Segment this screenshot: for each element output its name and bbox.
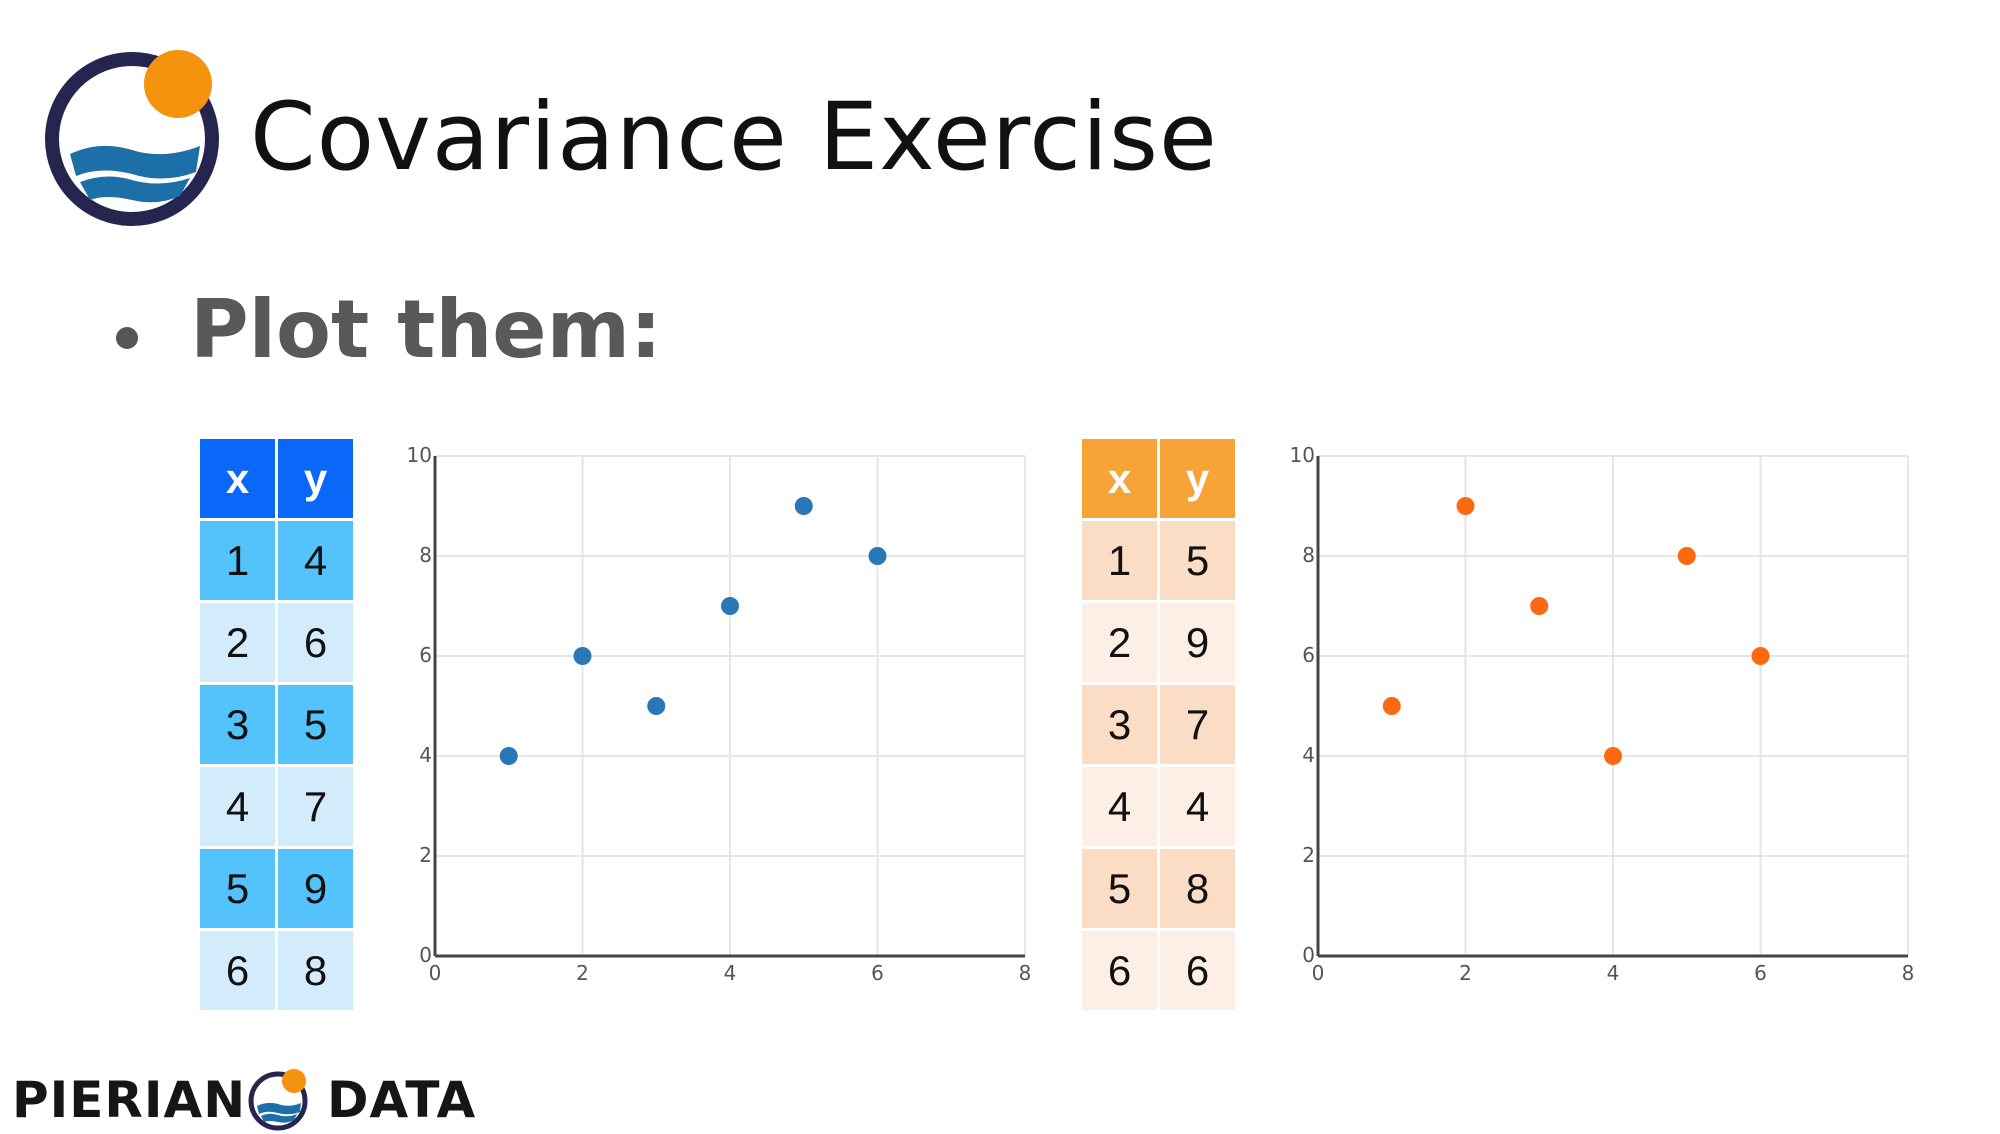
table-cell-y: 5 (1160, 521, 1235, 600)
y-tick-label: 8 (1302, 543, 1315, 567)
table-header-y: y (278, 439, 353, 518)
table-cell-y: 4 (278, 521, 353, 600)
y-tick-label: 8 (419, 543, 432, 567)
data-point (1456, 497, 1475, 515)
table-cell-x: 4 (200, 767, 275, 846)
table-header-row: x y (1082, 439, 1235, 518)
y-tick-label: 2 (1302, 843, 1315, 867)
data-point (794, 497, 813, 515)
table-cell-y: 6 (278, 603, 353, 682)
pierian-logo (45, 50, 219, 226)
x-tick-label: 4 (1607, 961, 1620, 985)
data-point (1677, 547, 1696, 565)
bullet-text: Plot them: (190, 283, 662, 376)
page-title: Covariance Exercise (250, 83, 1218, 192)
scatter-chart-orange: 0 2 4 6 8 0 2 4 6 8 10 (1290, 443, 1915, 985)
table-row: 5 8 (1082, 849, 1235, 928)
x-tick-label: 6 (1754, 961, 1767, 985)
table-row: 5 9 (200, 849, 353, 928)
data-point (868, 547, 887, 565)
x-tick-label: 8 (1019, 961, 1032, 985)
table-header-x: x (200, 439, 275, 518)
table-cell-y: 5 (278, 685, 353, 764)
table-cell-y: 8 (1160, 849, 1235, 928)
y-tick-label: 6 (419, 643, 432, 667)
table-cell-x: 2 (1082, 603, 1157, 682)
table-cell-y: 7 (1160, 685, 1235, 764)
y-tick-label: 0 (419, 943, 432, 967)
data-point (1382, 697, 1401, 715)
table-cell-x: 5 (1082, 849, 1157, 928)
scatter-chart-blue: 0 2 4 6 8 0 2 4 6 8 10 (407, 443, 1032, 985)
table-cell-x: 3 (200, 685, 275, 764)
data-table-orange: x y 1 5 2 9 3 7 4 4 5 8 6 6 (1079, 436, 1238, 1013)
table-cell-y: 6 (1160, 931, 1235, 1010)
x-tick-label: 2 (576, 961, 589, 985)
y-tick-label: 0 (1302, 943, 1315, 967)
y-tick-label: 2 (419, 843, 432, 867)
table-row: 3 7 (1082, 685, 1235, 764)
data-point (499, 747, 518, 765)
table-row: 1 5 (1082, 521, 1235, 600)
x-tick-label: 6 (871, 961, 884, 985)
y-tick-label: 6 (1302, 643, 1315, 667)
table-cell-x: 2 (200, 603, 275, 682)
table-cell-y: 4 (1160, 767, 1235, 846)
table-row: 6 8 (200, 931, 353, 1010)
table-cell-y: 9 (278, 849, 353, 928)
table-row: 4 4 (1082, 767, 1235, 846)
table-cell-x: 1 (200, 521, 275, 600)
data-point (1604, 747, 1622, 765)
table-cell-y: 9 (1160, 603, 1235, 682)
table-cell-y: 7 (278, 767, 353, 846)
table-row: 2 6 (200, 603, 353, 682)
data-table-blue: x y 1 4 2 6 3 5 4 7 5 9 6 8 (197, 436, 356, 1013)
x-tick-label: 0 (429, 961, 442, 985)
data-point (721, 597, 739, 615)
table-cell-x: 4 (1082, 767, 1157, 846)
table-row: 3 5 (200, 685, 353, 764)
x-tick-label: 0 (1312, 961, 1325, 985)
data-point (573, 647, 592, 665)
table-cell-x: 1 (1082, 521, 1157, 600)
table-cell-x: 6 (200, 931, 275, 1010)
data-point (1751, 647, 1770, 665)
table-header-y: y (1160, 439, 1235, 518)
table-row: 6 6 (1082, 931, 1235, 1010)
footer-word-data: DATA (327, 1071, 477, 1129)
footer-word-pierian: PIERIAN (12, 1071, 247, 1129)
x-tick-label: 2 (1459, 961, 1472, 985)
table-cell-y: 8 (278, 931, 353, 1010)
table-cell-x: 3 (1082, 685, 1157, 764)
table-header-row: x y (200, 439, 353, 518)
pierian-logo-small (248, 1069, 308, 1131)
table-cell-x: 5 (200, 849, 275, 928)
y-tick-label: 10 (1290, 443, 1315, 467)
table-row: 1 4 (200, 521, 353, 600)
y-tick-label: 10 (407, 443, 432, 467)
data-point (1530, 597, 1549, 615)
data-point (647, 697, 666, 715)
table-cell-x: 6 (1082, 931, 1157, 1010)
bullet-dot (116, 327, 138, 349)
table-row: 2 9 (1082, 603, 1235, 682)
x-tick-label: 4 (724, 961, 737, 985)
x-tick-label: 8 (1902, 961, 1915, 985)
table-row: 4 7 (200, 767, 353, 846)
y-tick-label: 4 (419, 743, 432, 767)
y-tick-label: 4 (1302, 743, 1315, 767)
table-header-x: x (1082, 439, 1157, 518)
